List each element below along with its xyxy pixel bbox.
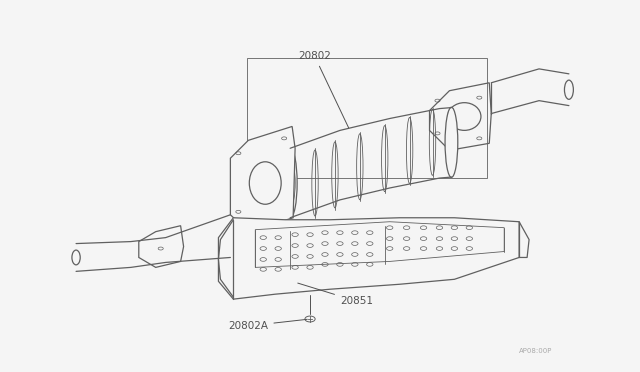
Ellipse shape <box>445 107 458 177</box>
Text: 20802: 20802 <box>298 51 349 128</box>
Text: 20851: 20851 <box>298 283 373 306</box>
Ellipse shape <box>283 148 297 218</box>
Polygon shape <box>139 226 184 267</box>
Text: AP08:00P: AP08:00P <box>519 348 552 354</box>
Ellipse shape <box>72 250 80 265</box>
Text: 20802A: 20802A <box>228 319 307 331</box>
Polygon shape <box>218 218 519 299</box>
Ellipse shape <box>564 80 573 99</box>
Polygon shape <box>230 126 295 232</box>
